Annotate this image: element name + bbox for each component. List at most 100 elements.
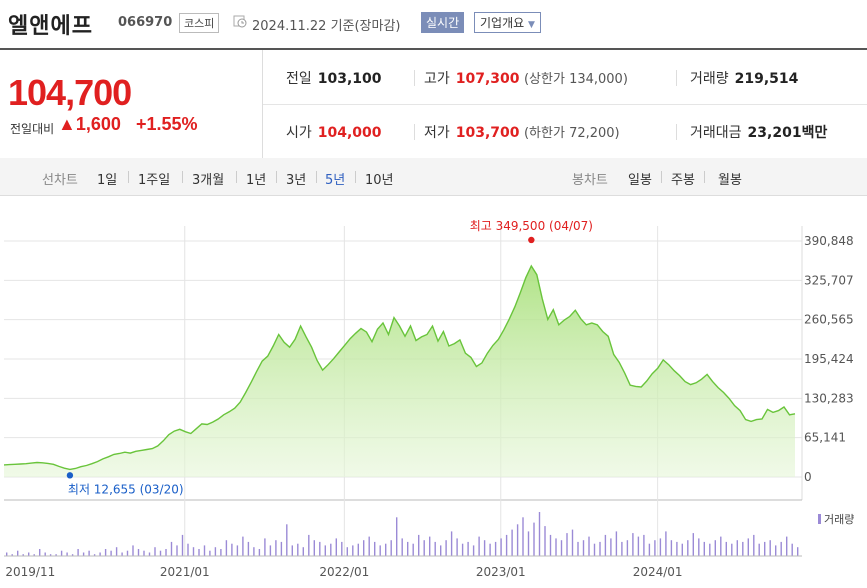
volume-bar <box>511 529 513 556</box>
volume-bar <box>104 549 107 556</box>
volume-bar <box>423 540 425 556</box>
volume-bar <box>247 541 250 556</box>
volume-bar <box>220 549 222 556</box>
volume-bar <box>489 543 491 556</box>
price-chart[interactable]: 390,848 325,707 260,565 195,424 130,283 65,14… <box>0 196 867 588</box>
amount-label: 거래대금 <box>690 125 742 141</box>
volume-bar <box>374 541 376 556</box>
volume-bar <box>665 531 667 556</box>
market-badge: 코스피 <box>179 13 220 33</box>
volume-bar <box>698 538 700 556</box>
volume-bar <box>582 540 585 556</box>
volume-bar <box>791 543 793 556</box>
chart-tabs: 선차트 1일 1주일 3개월 1년 3년 5년 10년 봉차트 일봉 주봉 월봉 <box>0 158 867 196</box>
chevron-down-icon: ▼ <box>528 20 535 30</box>
volume-bar <box>566 533 568 556</box>
tab-3year[interactable]: 3년 <box>286 173 307 188</box>
volume-bar <box>648 543 651 556</box>
volume-bar <box>681 543 683 556</box>
x-tick-label: 2021/01 <box>160 565 210 579</box>
tab-daily-candle[interactable]: 일봉 <box>628 173 652 188</box>
volume-bar <box>236 545 239 556</box>
volume-bar <box>396 517 398 556</box>
volume-bar <box>544 526 546 556</box>
prev-close-value: 103,100 <box>317 71 382 87</box>
volume-bar <box>291 545 293 556</box>
volume-bar <box>500 538 502 556</box>
volume-bar <box>522 517 524 556</box>
stock-code: 066970 <box>118 15 173 30</box>
volume-bar <box>132 545 134 556</box>
min-label: 최저 12,655 (03/20) <box>68 482 184 496</box>
volume-bar <box>165 549 167 556</box>
company-overview-dropdown[interactable]: 기업개요 ▼ <box>474 12 541 33</box>
volume-bar <box>346 547 348 556</box>
volume-bar <box>159 550 162 556</box>
volume-bar <box>110 550 112 556</box>
volume-bar <box>390 540 392 556</box>
volume-bar <box>231 543 233 556</box>
y-tick-label: 65,141 <box>804 431 846 445</box>
volume-bar <box>44 552 46 556</box>
volume-bar <box>626 540 629 556</box>
tab-monthly-candle[interactable]: 월봉 <box>718 173 742 188</box>
volume-bar <box>538 512 541 556</box>
tab-3month[interactable]: 3개월 <box>192 173 225 188</box>
low-value: 103,700 <box>455 125 520 141</box>
quote-panel: 104,700 전일대비 ▲1,600 +1.55% 전일 103,100 고가 1… <box>0 48 867 161</box>
min-point <box>66 472 74 479</box>
volume-bar <box>352 545 354 556</box>
volume-bar <box>368 536 370 556</box>
price-change-percent: +1.55% <box>136 114 198 134</box>
volume-bar <box>775 545 777 556</box>
volume-bar <box>77 549 79 556</box>
volume-bar <box>385 543 387 556</box>
tab-1year[interactable]: 1년 <box>246 173 267 188</box>
candle-chart-label: 봉차트 <box>572 173 608 188</box>
volume-bar <box>483 540 486 556</box>
tab-10year[interactable]: 10년 <box>365 173 394 188</box>
volume-bar <box>214 547 217 556</box>
volume-bar <box>670 540 673 556</box>
volume-bar <box>753 534 755 556</box>
tab-1week[interactable]: 1주일 <box>138 173 171 188</box>
volume-bars <box>6 512 799 556</box>
divider <box>676 124 677 140</box>
volume-bar <box>533 522 535 556</box>
lower-limit: (하한가 72,200) <box>523 126 620 141</box>
tab-weekly-candle[interactable]: 주봉 <box>671 173 695 188</box>
stock-name: 엘앤에프 <box>8 14 93 39</box>
volume-bar <box>560 540 563 556</box>
volume-bar <box>731 543 733 556</box>
y-tick-label: 260,565 <box>804 313 854 327</box>
volume-bar <box>709 543 711 556</box>
y-tick-label: 130,283 <box>804 391 854 405</box>
tab-1day[interactable]: 1일 <box>97 173 118 188</box>
tab-divider <box>316 171 317 183</box>
upper-limit: (상한가 134,000) <box>523 72 628 87</box>
volume-bar <box>187 543 189 556</box>
volume-bar <box>209 550 211 556</box>
volume-bar <box>505 534 508 556</box>
volume-bar <box>742 541 744 556</box>
volume-bar <box>225 540 228 556</box>
volume-bar <box>555 538 557 556</box>
volume-bar <box>786 536 788 556</box>
volume-bar <box>335 538 337 556</box>
amount-unit: 백만 <box>801 125 828 141</box>
current-price-panel: 104,700 전일대비 ▲1,600 +1.55% <box>0 50 263 160</box>
volume-bar <box>181 534 184 556</box>
volume-bar <box>192 547 195 556</box>
volume-bar <box>242 536 244 556</box>
volume-bar <box>82 552 85 556</box>
realtime-button[interactable]: 실시간 <box>421 12 465 33</box>
y-tick-label: 195,424 <box>804 352 854 366</box>
volume-bar <box>170 541 173 556</box>
volume-bar <box>66 552 68 556</box>
volume-bar <box>71 554 74 556</box>
tab-5year[interactable]: 5년 <box>325 173 346 188</box>
volume-bar <box>434 541 436 556</box>
change-label: 전일대비 <box>10 122 55 136</box>
volume-bar <box>456 538 458 556</box>
volume-bar <box>720 536 722 556</box>
